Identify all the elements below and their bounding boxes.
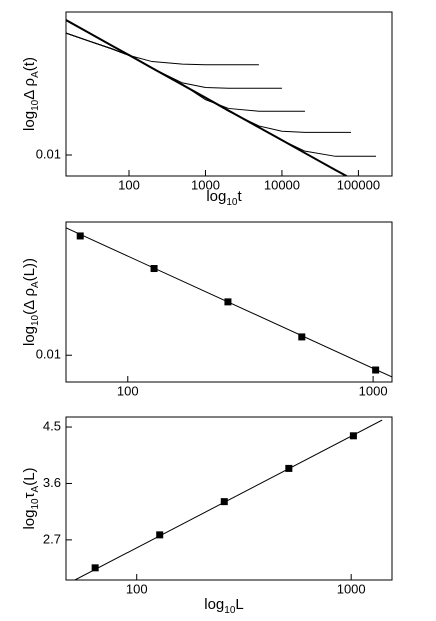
plot-area bbox=[74, 419, 383, 580]
y-tick-label: 0.01 bbox=[36, 146, 61, 161]
x-tick-label: 100000 bbox=[337, 177, 380, 192]
y-axis-label-part: 10 bbox=[30, 314, 41, 326]
y-axis-label-part: (t) bbox=[21, 57, 38, 71]
x-tick-label: 100 bbox=[126, 581, 148, 596]
marker bbox=[156, 531, 164, 539]
data-line bbox=[66, 32, 259, 66]
y-axis-label-part: log bbox=[21, 326, 38, 346]
x-axis-label: log10L bbox=[204, 596, 244, 616]
plot-frame bbox=[65, 416, 393, 581]
x-axis-label-part: t bbox=[237, 188, 242, 205]
y-tick-label: 3.6 bbox=[43, 475, 61, 490]
data-line bbox=[66, 227, 392, 378]
x-tick-label: 100 bbox=[117, 383, 139, 398]
x-tick-label: 1000 bbox=[191, 177, 220, 192]
plot-frame bbox=[65, 221, 393, 383]
data-line bbox=[74, 419, 383, 580]
y-axis-label-part: Δ ρ bbox=[21, 78, 38, 100]
y-axis-label-part: A bbox=[30, 485, 41, 492]
y-axis-label-part: (Δ ρ bbox=[21, 288, 38, 315]
marker bbox=[220, 498, 228, 506]
y-axis-label: log10Δ ρA(t) bbox=[21, 57, 41, 131]
y-axis-label-part: 10 bbox=[30, 498, 41, 510]
x-tick-label: 10000 bbox=[264, 177, 300, 192]
data-line bbox=[66, 32, 377, 157]
marker bbox=[298, 333, 306, 341]
x-tick-label: 1000 bbox=[359, 383, 388, 398]
y-axis-label-part: (L) bbox=[21, 467, 38, 485]
y-axis-label: log10(Δ ρA(L)) bbox=[21, 258, 41, 346]
x-axis-label-part: 10 bbox=[224, 605, 236, 616]
y-tick-label: 2.7 bbox=[43, 531, 61, 546]
data-line bbox=[66, 32, 305, 112]
marker bbox=[349, 432, 357, 440]
x-axis-label-part: L bbox=[235, 596, 243, 613]
y-axis-label: log10τA(L) bbox=[21, 467, 41, 529]
x-axis-label-part: log bbox=[206, 188, 226, 205]
x-tick-label: 1000 bbox=[337, 581, 366, 596]
y-axis-label-part: 10 bbox=[30, 99, 41, 111]
plot-frame bbox=[65, 11, 393, 177]
x-axis-label-part: 10 bbox=[226, 197, 238, 208]
plot-area bbox=[66, 227, 392, 378]
y-axis-label-part: A bbox=[30, 281, 41, 288]
y-tick-label: 4.5 bbox=[43, 418, 61, 433]
y-axis-label-part: (L)) bbox=[21, 258, 38, 281]
y-axis-label-part: A bbox=[30, 71, 41, 78]
y-axis-label-part: τ bbox=[21, 492, 38, 498]
marker bbox=[76, 232, 84, 240]
plot-area bbox=[66, 19, 377, 176]
marker bbox=[91, 564, 99, 572]
x-tick-label: 100 bbox=[118, 177, 140, 192]
y-axis-label-part: log bbox=[21, 111, 38, 131]
y-tick-label: 0.01 bbox=[36, 347, 61, 362]
y-axis-label-part: log bbox=[21, 510, 38, 530]
x-axis-label-part: log bbox=[204, 596, 224, 613]
x-axis-label: log10t bbox=[206, 188, 242, 208]
